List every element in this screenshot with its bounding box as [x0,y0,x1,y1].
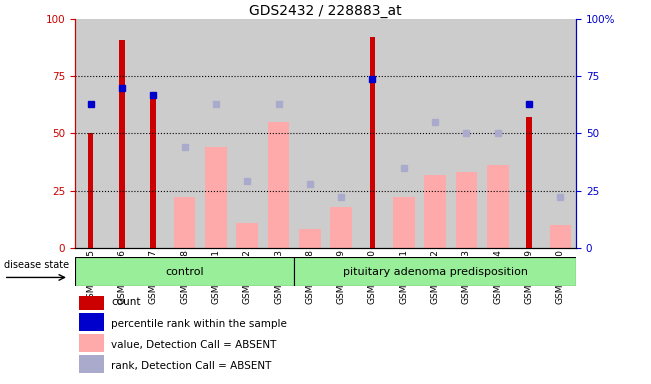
Bar [549,225,572,248]
Bar [205,147,227,248]
Bar [514,19,545,248]
Bar [88,134,93,248]
Bar [424,175,446,248]
Bar [174,197,195,248]
Bar [393,197,415,248]
Text: rank, Detection Call = ABSENT: rank, Detection Call = ABSENT [111,361,271,371]
Bar [487,166,509,248]
Bar [169,19,201,248]
Bar [268,122,290,248]
Bar [263,19,294,248]
Bar [545,19,576,248]
Bar [119,40,125,248]
Bar [482,19,514,248]
Text: value, Detection Call = ABSENT: value, Detection Call = ABSENT [111,340,277,350]
Bar [137,19,169,248]
Bar [330,207,352,248]
Bar [79,291,104,310]
Bar [526,118,532,248]
Bar [357,19,388,248]
Bar [299,229,321,248]
Bar [75,19,106,248]
Bar [294,257,576,286]
Title: GDS2432 / 228883_at: GDS2432 / 228883_at [249,4,402,18]
Bar [370,38,376,248]
Text: count: count [111,298,141,308]
Text: disease state: disease state [4,260,69,270]
Text: pituitary adenoma predisposition: pituitary adenoma predisposition [342,266,528,277]
Bar [79,313,104,331]
Bar [106,19,137,248]
Bar [150,94,156,248]
Bar [294,19,326,248]
Bar [75,257,294,286]
Bar [456,172,477,248]
Text: percentile rank within the sample: percentile rank within the sample [111,319,287,329]
Bar [388,19,419,248]
Bar [79,355,104,373]
Bar [232,19,263,248]
Bar [201,19,232,248]
Bar [419,19,450,248]
Text: control: control [165,266,204,277]
Bar [450,19,482,248]
Bar [79,334,104,352]
Bar [326,19,357,248]
Bar [236,223,258,248]
